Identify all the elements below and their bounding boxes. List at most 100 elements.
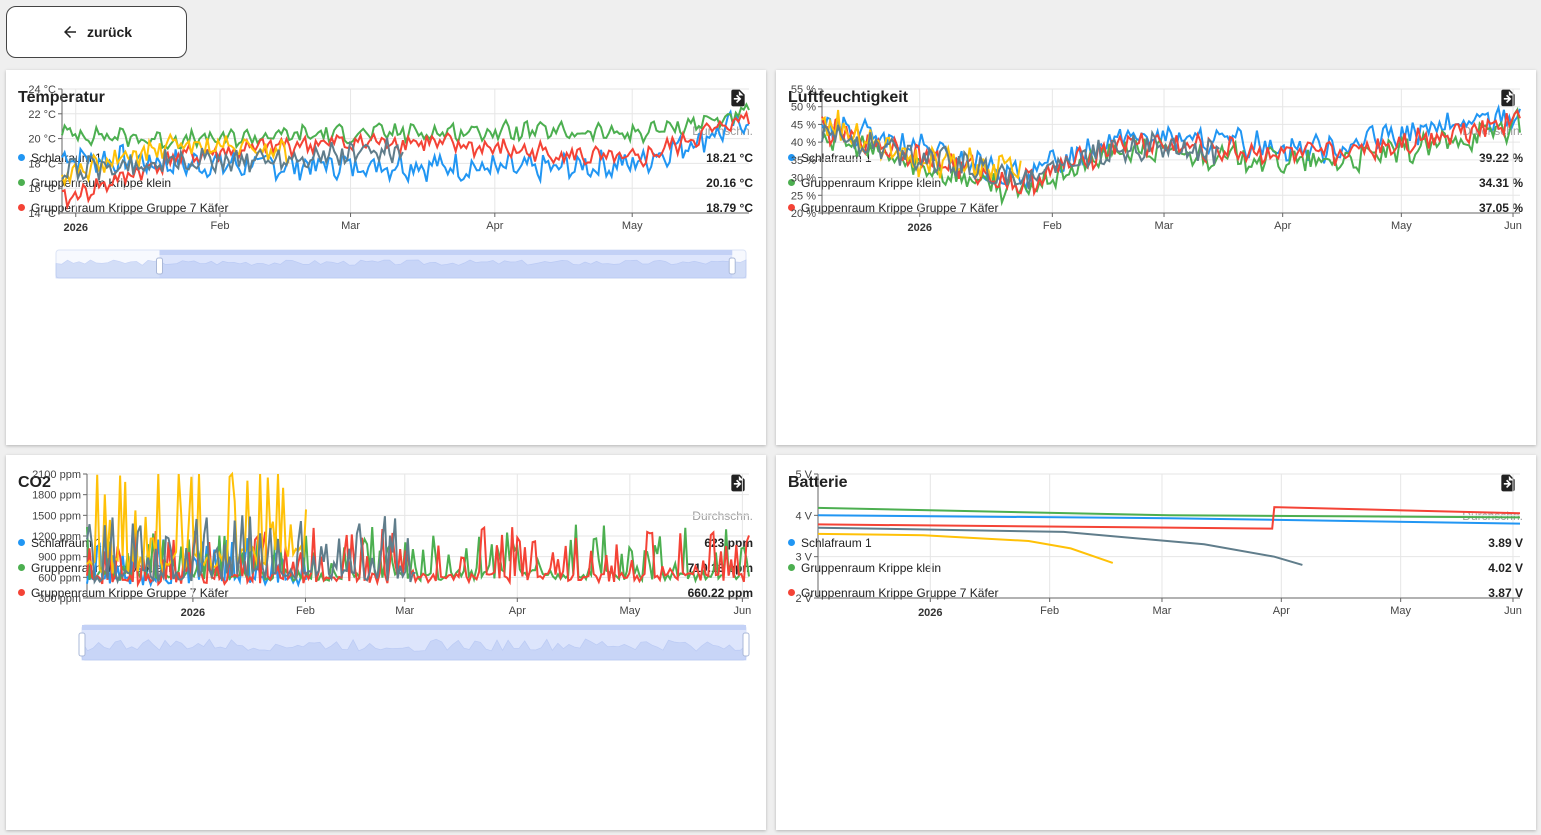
legend-name: Gruppenraum Krippe Gruppe 7 Käfer xyxy=(801,585,999,600)
legend-average-value: 660.22 ppm xyxy=(687,585,753,600)
x-tick-label: 2026 xyxy=(907,222,931,234)
card-co2: CO2 Durchschn. Schlafraum 1 623 ppm Gruppenr… xyxy=(6,455,766,830)
arrow-left-icon xyxy=(63,26,76,38)
average-header: Durchschn. xyxy=(692,124,753,138)
card-luftfeuchtigkeit: Luftfeuchtigkeit Durchschn. Schlafraum 1 39… xyxy=(776,70,1536,445)
card-title: Luftfeuchtigkeit xyxy=(788,89,908,106)
x-tick-label: Feb xyxy=(1043,220,1062,232)
line-chart: 2 V 3 V 4 V 5 V 2026 Feb Mar Apr May Jun xyxy=(795,469,1522,619)
legend-item[interactable]: Gruppenraum Krippe Gruppe 7 Käfer 37.05 % xyxy=(788,195,1523,220)
y-tick-label: 18 °C xyxy=(28,158,56,170)
legend-average-value: 34.31 % xyxy=(1478,175,1523,190)
legend-dot xyxy=(788,179,795,186)
export-file-icon[interactable] xyxy=(1498,88,1518,108)
legend-name: Gruppenraum Krippe Gruppe 7 Käfer xyxy=(801,200,999,215)
series-line xyxy=(817,526,1303,566)
legend-item[interactable]: Gruppenraum Krippe Gruppe 7 Käfer 18.79 °… xyxy=(18,195,753,220)
legend-average-value: 18.21 °C xyxy=(706,150,753,165)
x-tick-label: Mar xyxy=(341,220,360,232)
legend-name: Gruppenraum Krippe klein xyxy=(801,175,942,190)
zoom-slider[interactable] xyxy=(55,249,747,279)
x-tick-label: Jun xyxy=(1504,605,1522,617)
zoom-slider-handle[interactable] xyxy=(742,632,750,657)
x-tick-label: Apr xyxy=(486,220,503,232)
line-chart: 300 ppm 600 ppm 900 ppm 1200 ppm 1500 ppm 180… xyxy=(32,469,752,661)
legend: Schlafraum 1 3.89 V Gruppenraum Krippe kle… xyxy=(788,530,1523,605)
legend-dot xyxy=(788,154,795,161)
x-tick-label: Feb xyxy=(1040,605,1059,617)
line-chart: 20 % 25 % 30 % 35 % 40 % 45 % 50 % 55 % 2026 Feb M… xyxy=(791,84,1522,234)
legend-item[interactable]: Gruppenraum Krippe klein 4.02 V xyxy=(788,555,1523,580)
legend-average-value: 3.89 V xyxy=(1488,535,1523,550)
legend-dot xyxy=(18,589,25,596)
legend-average-value: 37.05 % xyxy=(1478,200,1523,215)
x-tick-label: 2026 xyxy=(918,607,942,619)
legend-item[interactable]: Schlafraum 1 3.89 V xyxy=(788,530,1523,555)
legend-name: Schlafraum 1 xyxy=(801,535,872,550)
zoom-slider-handle[interactable] xyxy=(728,257,736,275)
x-tick-label: Mar xyxy=(395,605,414,617)
legend-dot xyxy=(18,154,25,161)
zoom-slider-handle[interactable] xyxy=(156,257,163,275)
y-tick-label: 2100 ppm xyxy=(32,469,81,481)
legend-item[interactable]: Schlafraum 1 39.22 % xyxy=(788,145,1523,170)
y-tick-label: 900 ppm xyxy=(38,552,81,564)
legend-item[interactable]: Gruppenraum Krippe klein 34.31 % xyxy=(788,170,1523,195)
legend-average-value: 20.16 °C xyxy=(706,175,753,190)
series-line xyxy=(86,515,416,585)
legend-item[interactable]: Schlafraum 1 623 ppm xyxy=(18,530,753,555)
legend-dot xyxy=(18,539,25,546)
x-tick-label: Feb xyxy=(211,220,230,232)
series-line xyxy=(86,471,307,577)
series-line xyxy=(821,108,1521,197)
export-file-icon[interactable] xyxy=(728,473,748,493)
legend-name: Gruppenraum Krippe Gruppe 7 Käfer xyxy=(31,585,229,600)
y-tick-label: 4 V xyxy=(795,510,812,522)
legend-name: Gruppenraum Krippe klein xyxy=(801,560,942,575)
legend-dot xyxy=(18,204,25,211)
y-tick-label: 24 °C xyxy=(28,84,56,96)
legend-average-value: 39.22 % xyxy=(1478,150,1523,165)
x-tick-label: 2026 xyxy=(181,607,205,619)
back-button[interactable]: zurück xyxy=(6,6,187,58)
legend-average-value: 3.87 V xyxy=(1488,585,1523,600)
y-tick-label: 1200 ppm xyxy=(32,531,81,543)
series-line xyxy=(821,122,1220,190)
y-tick-label: 300 ppm xyxy=(38,593,81,605)
x-tick-label: Jun xyxy=(734,605,752,617)
legend-dot xyxy=(18,179,25,186)
zoom-slider[interactable] xyxy=(78,624,750,661)
series-line xyxy=(61,109,750,185)
line-chart: 14 °C 16 °C 18 °C 20 °C 22 °C 24 °C 2026 Feb Mar… xyxy=(28,84,750,279)
series-line xyxy=(817,532,1114,564)
series-line xyxy=(817,506,1521,530)
y-tick-label: 20 °C xyxy=(28,134,56,146)
card-temperatur: Temperatur Durchschn. Schlafraum 1 18.21 °C… xyxy=(6,70,766,445)
y-tick-label: 2 V xyxy=(795,593,812,605)
y-tick-label: 40 % xyxy=(791,137,816,149)
export-file-icon[interactable] xyxy=(728,88,748,108)
legend-item[interactable]: Gruppenraum Krippe Gruppe 7 Käfer 3.87 V xyxy=(788,580,1523,605)
y-tick-label: 55 % xyxy=(791,84,816,96)
legend-dot xyxy=(788,589,795,596)
legend-item[interactable]: Gruppenraum Krippe Gruppe 7 Käfer 660.22 … xyxy=(18,580,753,605)
legend-name: Schlafraum 1 xyxy=(31,535,102,550)
y-tick-label: 35 % xyxy=(791,155,816,167)
series-line xyxy=(817,506,1521,519)
y-tick-label: 30 % xyxy=(791,173,816,185)
y-tick-label: 3 V xyxy=(795,552,812,564)
legend-dot xyxy=(18,564,25,571)
legend-average-value: 18.79 °C xyxy=(706,200,753,215)
y-tick-label: 45 % xyxy=(791,119,816,131)
x-tick-label: Apr xyxy=(1274,220,1291,232)
export-file-icon[interactable] xyxy=(1498,473,1518,493)
legend-average-value: 623 ppm xyxy=(704,535,753,550)
x-tick-label: May xyxy=(1391,220,1412,232)
x-tick-label: Apr xyxy=(1273,605,1290,617)
zoom-slider-handle[interactable] xyxy=(78,632,86,657)
y-tick-label: 22 °C xyxy=(28,109,56,121)
card-title: CO2 xyxy=(18,474,51,491)
zoom-slider-top-bar xyxy=(82,625,746,630)
x-tick-label: May xyxy=(1390,605,1411,617)
average-header: Durchschn. xyxy=(692,509,753,523)
